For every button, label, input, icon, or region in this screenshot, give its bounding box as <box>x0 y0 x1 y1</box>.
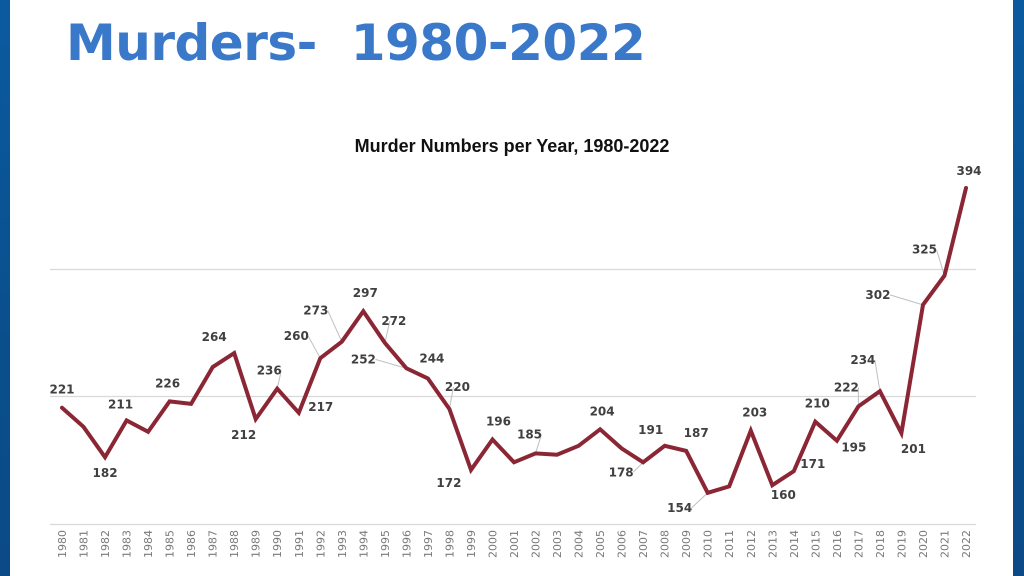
x-tick-label: 2021 <box>939 530 952 558</box>
data-label: 185 <box>517 427 542 441</box>
leader-line <box>874 360 881 392</box>
x-tick-label: 2016 <box>831 530 844 558</box>
x-tick-label: 1993 <box>336 530 349 558</box>
x-tick-label: 2014 <box>788 530 801 558</box>
x-tick-label: 2018 <box>874 530 887 558</box>
label-leader-lines <box>276 249 945 509</box>
x-tick-label: 1982 <box>99 530 112 558</box>
murders-series-line <box>60 186 968 496</box>
data-label: 252 <box>351 352 376 366</box>
x-tick-label: 2019 <box>895 530 908 558</box>
x-tick-label: 1997 <box>422 530 435 558</box>
data-label: 212 <box>231 428 256 442</box>
data-label: 325 <box>912 243 937 257</box>
x-tick-label: 2015 <box>809 530 822 558</box>
x-tick-label: 2010 <box>702 530 715 558</box>
leader-line <box>327 310 343 342</box>
x-tick-label: 1981 <box>78 530 91 558</box>
data-label: 154 <box>667 501 692 515</box>
data-label: 297 <box>353 286 378 300</box>
x-tick-label: 1984 <box>142 530 155 558</box>
leader-line <box>691 492 709 509</box>
x-tick-label: 2022 <box>960 530 973 558</box>
leader-line <box>276 370 282 389</box>
data-label: 211 <box>108 397 133 411</box>
leader-line <box>384 320 391 344</box>
gridlines <box>50 268 976 526</box>
data-label: 302 <box>865 288 890 302</box>
x-tick-label: 2005 <box>594 530 607 558</box>
data-label: 171 <box>800 457 825 471</box>
x-tick-label: 1985 <box>164 530 177 558</box>
data-label: 201 <box>901 442 926 456</box>
x-tick-label: 2017 <box>852 530 865 558</box>
data-label: 264 <box>202 330 227 344</box>
x-tick-label: 2007 <box>637 530 650 558</box>
left-border-bar <box>0 0 10 576</box>
x-tick-label: 2013 <box>766 530 779 558</box>
leader-line <box>535 434 543 454</box>
data-label: 217 <box>308 400 333 414</box>
data-label: 273 <box>303 304 328 318</box>
x-tick-label: 1991 <box>293 530 306 558</box>
x-tick-label: 1992 <box>314 530 327 558</box>
x-tick-label: 2001 <box>508 530 521 558</box>
x-tick-label: 1986 <box>185 530 198 558</box>
data-label: 187 <box>684 426 709 440</box>
data-label: 178 <box>609 465 634 479</box>
data-label: 236 <box>257 364 282 378</box>
data-label: 210 <box>805 397 830 411</box>
x-tick-label: 1996 <box>400 530 413 558</box>
x-tick-label: 2003 <box>551 530 564 558</box>
x-tick-label: 2002 <box>530 530 543 558</box>
data-label: 203 <box>742 406 767 420</box>
data-label: 196 <box>486 414 511 428</box>
x-tick-label: 1995 <box>379 530 392 558</box>
x-tick-label: 1998 <box>443 530 456 558</box>
data-label: 172 <box>436 476 461 490</box>
data-label: 204 <box>590 404 615 418</box>
x-tick-label: 1994 <box>357 530 370 558</box>
x-tick-label: 1999 <box>465 530 478 558</box>
data-label: 160 <box>771 488 796 502</box>
x-tick-label: 2004 <box>573 530 586 558</box>
leader-line <box>889 294 924 306</box>
x-tick-label: 2008 <box>659 530 672 558</box>
x-tick-label: 2000 <box>487 530 500 558</box>
leader-line <box>375 358 407 369</box>
data-label: 272 <box>381 314 406 328</box>
data-label: 191 <box>638 423 663 437</box>
data-label: 394 <box>956 164 981 178</box>
chart-title: Murder Numbers per Year, 1980-2022 <box>354 136 670 156</box>
x-tick-label: 2020 <box>917 530 930 558</box>
data-label: 226 <box>155 376 180 390</box>
x-tick-label: 1980 <box>56 530 69 558</box>
x-tick-label: 1987 <box>207 530 220 558</box>
x-tick-label: 1989 <box>250 530 263 558</box>
x-tick-label: 1983 <box>121 530 134 558</box>
data-label: 222 <box>834 380 859 394</box>
data-label: 244 <box>419 352 444 366</box>
data-label: 182 <box>93 466 118 480</box>
leader-line <box>307 335 321 359</box>
x-tick-label: 1990 <box>271 530 284 558</box>
data-label: 220 <box>445 380 470 394</box>
x-tick-label: 1988 <box>228 530 241 558</box>
data-label: 260 <box>284 329 309 343</box>
data-label: 234 <box>850 353 875 367</box>
data-label: 195 <box>841 441 866 455</box>
x-tick-label: 2011 <box>723 530 736 558</box>
x-tick-label: 2012 <box>745 530 758 558</box>
x-axis-labels: 1980 1981 1982 1983 1984 1985 1986 1987 1988 1989… <box>56 530 973 558</box>
leader-line <box>632 461 644 473</box>
x-tick-label: 2009 <box>680 530 693 558</box>
x-tick-label: 2006 <box>616 530 629 558</box>
slide-title: Murders- 1980-2022 <box>66 14 646 72</box>
leader-line <box>935 249 945 276</box>
right-border-bar <box>1013 0 1024 576</box>
data-label: 221 <box>49 383 74 397</box>
leader-line <box>448 386 454 410</box>
